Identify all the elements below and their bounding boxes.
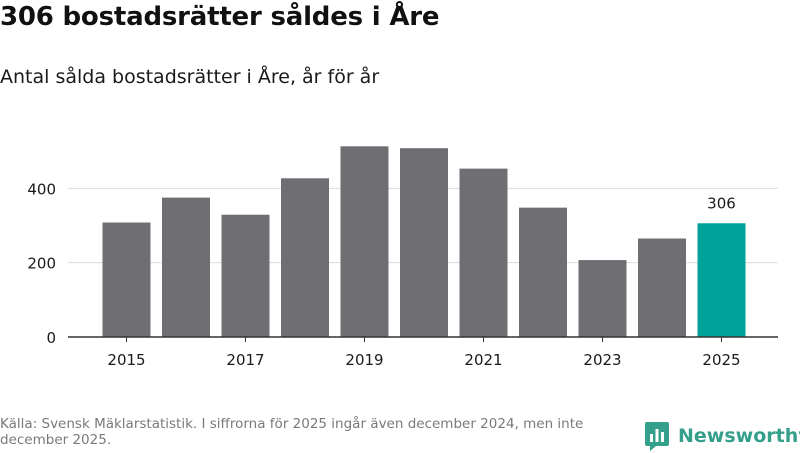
- bar-2024: [638, 238, 686, 337]
- x-tick-label-2015: 2015: [107, 351, 145, 369]
- chart-title: 306 bostadsrätter såldes i Åre: [0, 2, 440, 32]
- brand-name: Newsworthy: [678, 425, 800, 447]
- bar-2015: [102, 222, 151, 337]
- y-tick-label: 200: [27, 255, 56, 273]
- bar-2020: [400, 148, 448, 337]
- x-tick-label-2019: 2019: [345, 351, 383, 369]
- bar-2018: [281, 178, 329, 337]
- y-tick-label: 400: [27, 180, 56, 198]
- bar-2016: [162, 197, 210, 337]
- bar-2022: [519, 207, 567, 337]
- y-axis-ticks: 0 200 400: [27, 180, 56, 347]
- x-tick-label-2021: 2021: [464, 351, 502, 369]
- bar-2021: [459, 168, 508, 337]
- bar-2023: [578, 260, 627, 337]
- x-tick-label-2025: 2025: [702, 351, 740, 369]
- data-label-2025: 306: [707, 194, 736, 212]
- x-tick-label-2017: 2017: [226, 351, 264, 369]
- y-tick-label: 0: [46, 329, 56, 347]
- bar-chart: 0 200 400 306 2015 2017 2019 2021 2023 2025: [27, 146, 778, 369]
- data-labels: 306: [707, 194, 736, 212]
- newsworthy-logo-icon: [645, 422, 669, 451]
- bar-2019: [340, 146, 389, 337]
- source-note: Källa: Svensk Mäklarstatistik. I siffror…: [0, 416, 584, 448]
- bar-2025: [697, 223, 746, 337]
- brand-logo: Newsworthy: [644, 419, 800, 453]
- bars: [102, 146, 746, 337]
- chart-subtitle: Antal sålda bostadsrätter i Åre, år för …: [0, 66, 380, 88]
- bar-2017: [221, 214, 270, 337]
- x-axis-ticks: 2015 2017 2019 2021 2023 2025: [68, 336, 778, 369]
- x-tick-label-2023: 2023: [583, 351, 621, 369]
